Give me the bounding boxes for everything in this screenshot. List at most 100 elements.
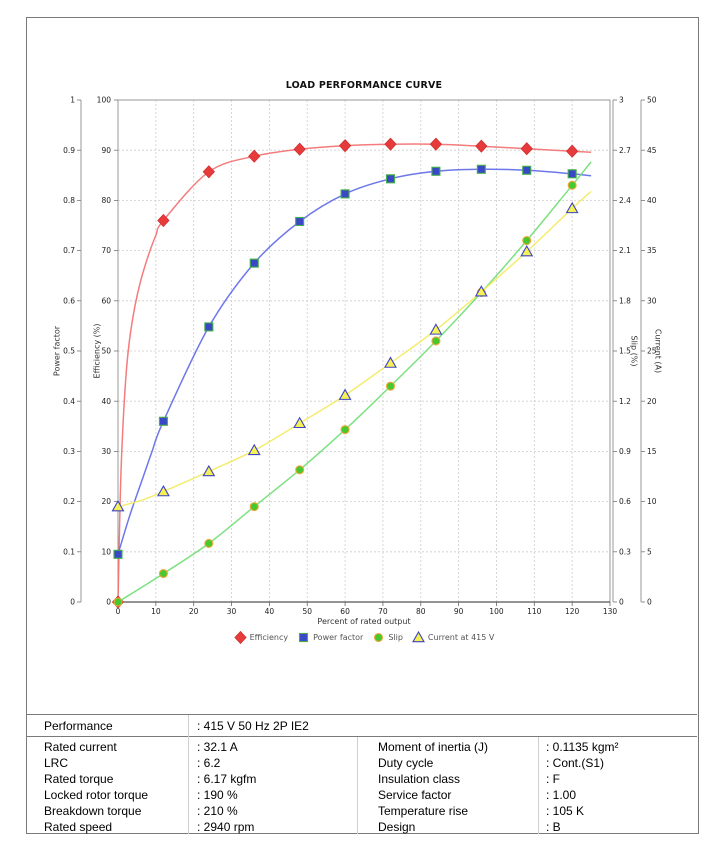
table-column-divider	[538, 737, 539, 834]
legend-label: Efficiency	[249, 632, 289, 642]
x-axis-title: Percent of rated output	[317, 617, 411, 626]
table-row: Moment of inertia (J): 0.1135 kgm²	[357, 739, 697, 755]
load-performance-chart: 0 10 20 30 40 50 60 70 80 90 100 110 120 13000.10.20.…	[63, 96, 657, 616]
legend-item-current-at-415-v: Current at 415 V	[411, 630, 495, 644]
axis-slip: 0 0.3 0.6 0.9 1.2 1.5 1.8 2.1 2.4 2.7 3	[612, 96, 631, 607]
spec-label: Temperature rise	[378, 804, 469, 818]
legend-item-power-factor: Power factor	[297, 631, 363, 644]
square-marker-icon	[299, 632, 309, 642]
svg-text:40: 40	[647, 196, 657, 205]
table-row: Breakdown torque : 210 %	[26, 803, 357, 819]
spec-value: : 32.1 A	[197, 740, 238, 754]
spec-value: : 210 %	[197, 804, 238, 818]
axis-title-efficiency: Efficiency (%)	[92, 323, 102, 379]
svg-text:0.3: 0.3	[619, 547, 631, 556]
table-row: Duty cycle : Cont.(S1)	[357, 755, 697, 771]
axis-title-slip: Slip (%)	[629, 335, 639, 367]
axis-title-power-factor: Power factor	[52, 325, 62, 377]
svg-text:0: 0	[116, 607, 121, 616]
table-row: Rated speed : 2940 rpm	[26, 819, 357, 835]
svg-text:50: 50	[101, 347, 111, 356]
svg-text:1: 1	[70, 96, 75, 105]
svg-text:35: 35	[647, 246, 657, 255]
spec-label: Locked rotor torque	[44, 788, 149, 802]
svg-text:100: 100	[489, 607, 504, 616]
svg-text:70: 70	[101, 246, 111, 255]
spec-label: Breakdown torque	[44, 804, 142, 818]
series-power-factor-markers	[113, 164, 577, 559]
spec-label: Design	[378, 820, 416, 834]
svg-text:120: 120	[565, 607, 580, 616]
triangle-marker-icon	[411, 630, 425, 642]
spec-label: Moment of inertia (J)	[378, 740, 489, 754]
circle-marker-icon	[374, 632, 384, 642]
svg-text:45: 45	[647, 146, 657, 155]
series-efficiency-line	[117, 143, 592, 603]
svg-text:10: 10	[647, 497, 657, 506]
spec-label: Rated torque	[44, 772, 114, 786]
svg-text:80: 80	[101, 196, 111, 205]
svg-text:5: 5	[647, 547, 652, 556]
spec-value: : 1.00	[546, 788, 577, 802]
svg-text:1.8: 1.8	[619, 296, 631, 305]
legend-item-slip: Slip	[372, 631, 403, 644]
spec-table-left-column: Rated current: 32.1 A LRC: 6.2 Rated torqu…	[26, 739, 357, 835]
legend-label: Slip	[388, 632, 403, 642]
table-row-performance: Performance : 415 V 50 Hz 2P IE2	[26, 715, 697, 737]
svg-text:100: 100	[97, 96, 112, 105]
spec-label: Performance	[44, 718, 113, 733]
spec-label: LRC	[44, 756, 69, 770]
spec-table-right-column: Moment of inertia (J): 0.1135 kgm² Duty c…	[357, 739, 697, 835]
axis-efficiency: 0 10 20 30 40 50 60 70 80 90 100	[97, 96, 119, 607]
svg-text:20: 20	[189, 607, 199, 616]
svg-text:0.9: 0.9	[63, 146, 75, 155]
table-row: Insulation class: F	[357, 771, 697, 787]
svg-text:0.8: 0.8	[63, 196, 75, 205]
table-row: LRC : 6.2	[26, 755, 357, 771]
svg-text:1.2: 1.2	[619, 397, 631, 406]
spec-value: : B	[546, 820, 561, 834]
x-axis: 0 10 20 30 40 50 60 70 80 90 100 110 120 130	[116, 602, 618, 616]
svg-text:10: 10	[151, 607, 161, 616]
spec-value: : 190 %	[197, 788, 238, 802]
svg-text:40: 40	[265, 607, 275, 616]
table-row: Rated torque: 6.17 kgfm	[26, 771, 357, 787]
svg-text:90: 90	[454, 607, 464, 616]
table-row: Locked rotor torque : 190 %	[26, 787, 357, 803]
table-row: Temperature rise: 105 K	[357, 803, 697, 819]
svg-text:0.5: 0.5	[63, 347, 75, 356]
table-column-divider	[357, 737, 358, 834]
svg-text:20: 20	[101, 497, 111, 506]
table-row: Service factor : 1.00	[357, 787, 697, 803]
series-efficiency-markers	[111, 137, 579, 609]
svg-text:50: 50	[302, 607, 312, 616]
series-power-factor-line	[117, 168, 592, 555]
svg-text:2.1: 2.1	[619, 246, 631, 255]
table-row: Design : B	[357, 819, 697, 835]
svg-text:2.7: 2.7	[619, 146, 631, 155]
legend-label: Current at 415 V	[427, 632, 495, 642]
svg-text:20: 20	[647, 397, 657, 406]
spec-label: Service factor	[378, 788, 452, 802]
svg-text:0.4: 0.4	[63, 397, 75, 406]
spec-value: : 2940 rpm	[197, 820, 255, 834]
svg-text:0.6: 0.6	[63, 296, 75, 305]
spec-label: Duty cycle	[378, 756, 434, 770]
svg-text:0.1: 0.1	[63, 547, 75, 556]
svg-text:130: 130	[603, 607, 618, 616]
axis-current: 0 5 10 15 20 25 30 35 40 45 50	[640, 96, 657, 607]
spec-value: : 6.2	[197, 756, 221, 770]
spec-label: Rated speed	[44, 820, 113, 834]
svg-text:15: 15	[647, 447, 657, 456]
series-current-at-415-v-line	[117, 190, 592, 508]
spec-value: : F	[546, 772, 560, 786]
spec-value: : Cont.(S1)	[546, 756, 605, 770]
svg-text:10: 10	[101, 547, 111, 556]
spec-value: : 415 V 50 Hz 2P IE2	[197, 718, 309, 733]
svg-text:50: 50	[647, 96, 657, 105]
svg-text:0: 0	[619, 598, 624, 607]
svg-text:0.9: 0.9	[619, 447, 631, 456]
svg-text:70: 70	[378, 607, 388, 616]
diamond-marker-icon	[233, 630, 247, 644]
